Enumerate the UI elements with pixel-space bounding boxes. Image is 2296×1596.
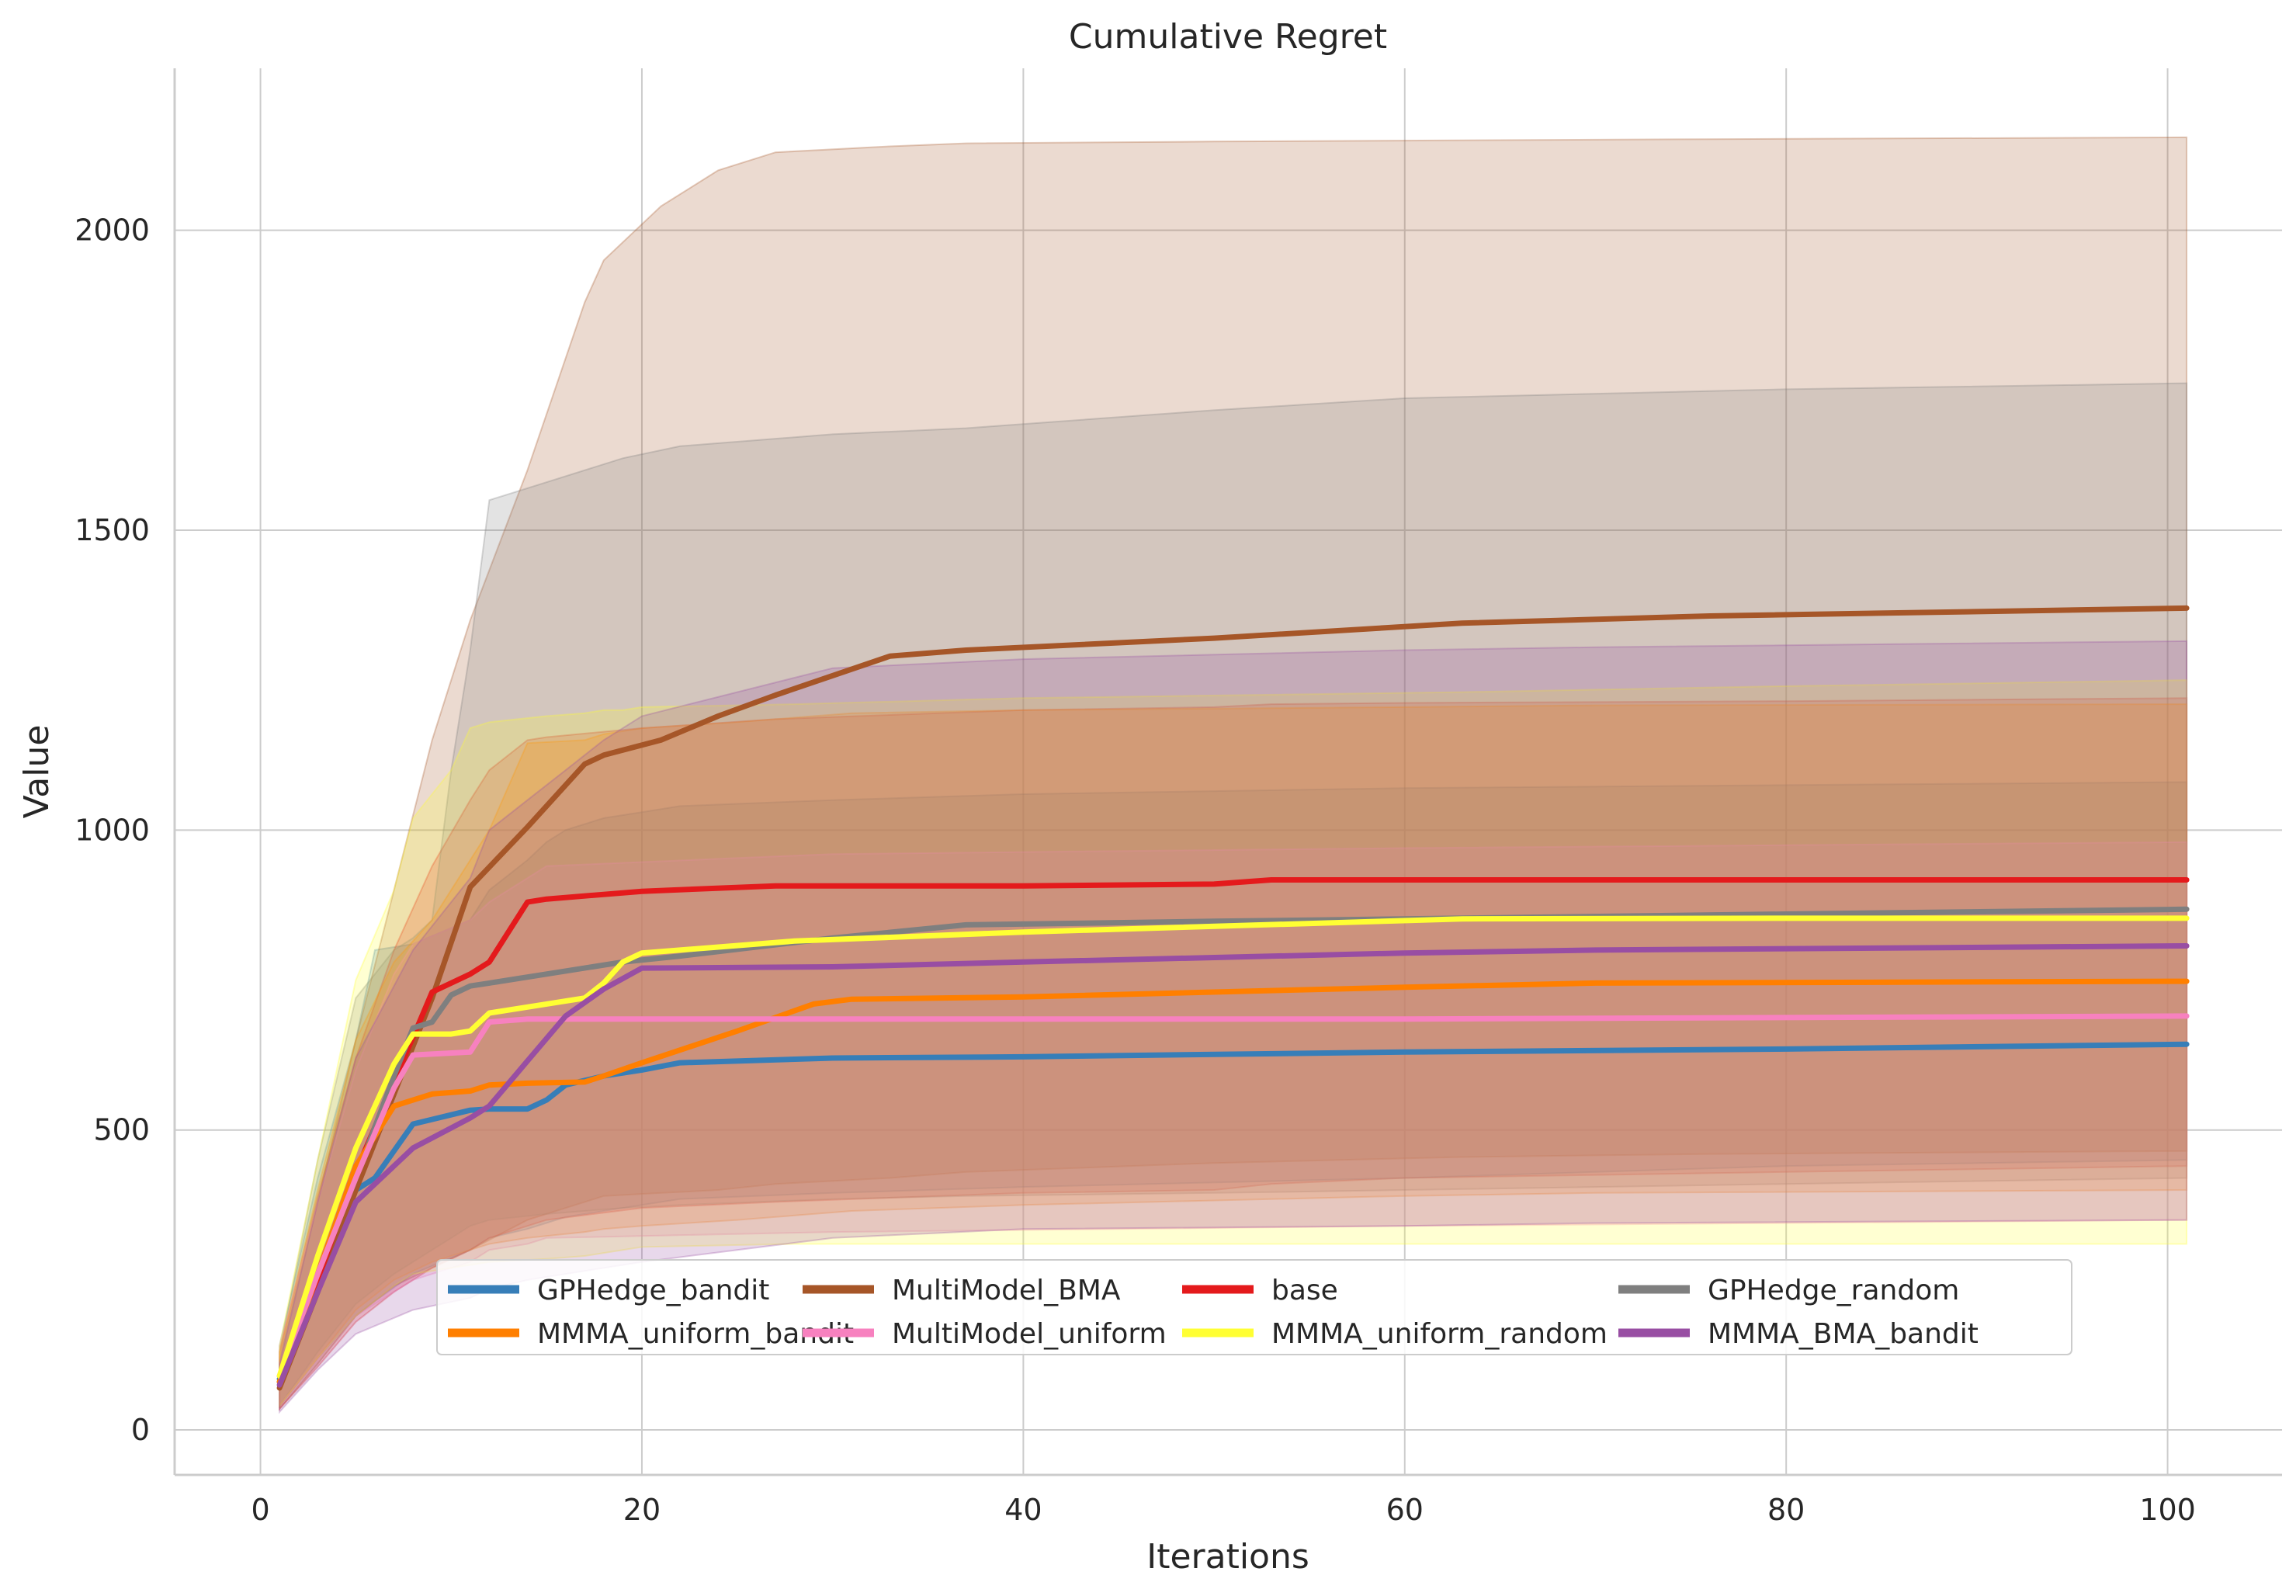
- series-line-MultiModel_uniform: [276, 1013, 2190, 1379]
- x-tick-label: 100: [2139, 1493, 2196, 1527]
- legend-label-MultiModel_BMA: MultiModel_BMA: [892, 1275, 1121, 1306]
- x-tick-label: 60: [1386, 1493, 1424, 1527]
- band-MultiModel_BMA: [279, 136, 2188, 1411]
- series-line-MultiModel_BMA: [276, 605, 2190, 1391]
- band-GPHedge_bandit: [279, 781, 2188, 1408]
- legend-label-base: base: [1271, 1275, 1338, 1306]
- legend-label-MMMA_BMA_bandit: MMMA_BMA_bandit: [1708, 1318, 1979, 1350]
- x-tick-label: 80: [1767, 1493, 1805, 1527]
- x-tick-label: 40: [1004, 1493, 1042, 1527]
- y-tick-label: 1500: [75, 513, 150, 547]
- y-tick-label: 500: [93, 1113, 150, 1147]
- legend-label-MultiModel_uniform: MultiModel_uniform: [892, 1318, 1167, 1350]
- y-tick-label: 1000: [75, 813, 150, 847]
- chart-title: Cumulative Regret: [1069, 17, 1387, 57]
- series-line-GPHedge_bandit: [276, 1041, 2190, 1382]
- legend-label-MMMA_uniform_bandit: MMMA_uniform_bandit: [537, 1318, 854, 1350]
- y-axis-label: Value: [17, 725, 57, 819]
- band-GPHedge_random: [279, 382, 2188, 1409]
- legend: GPHedge_bandit MultiModel_BMA base GPHedge_…: [436, 1259, 2072, 1355]
- legend-label-GPHedge_bandit: GPHedge_bandit: [537, 1275, 769, 1306]
- legend-label-GPHedge_random: GPHedge_random: [1708, 1275, 1959, 1306]
- series-line-MMMA_BMA_bandit: [276, 943, 2190, 1388]
- series-line-MMMA_uniform_bandit: [276, 978, 2190, 1385]
- x-tick-label: 20: [623, 1493, 661, 1527]
- series-lines: [276, 605, 2190, 1391]
- x-axis-label: Iterations: [1146, 1537, 1309, 1577]
- x-tick-label: 0: [251, 1493, 269, 1527]
- series-line-MMMA_uniform_random: [276, 915, 2190, 1379]
- legend-label-MMMA_uniform_random: MMMA_uniform_random: [1271, 1318, 1608, 1350]
- series-line-GPHedge_random: [276, 906, 2190, 1385]
- y-tick-label: 0: [131, 1413, 150, 1447]
- axes: [173, 68, 2282, 1476]
- y-tick-label: 2000: [75, 213, 150, 248]
